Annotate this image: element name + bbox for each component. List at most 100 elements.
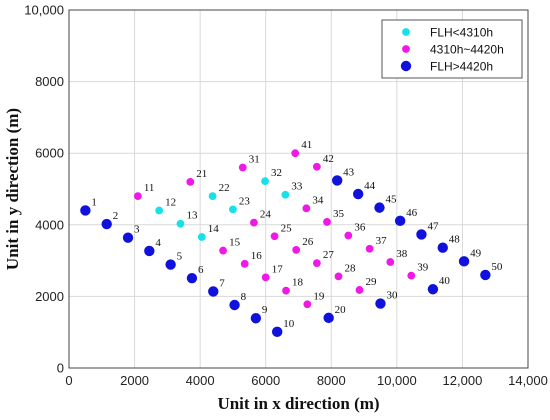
point-label-28: 28 <box>344 262 356 274</box>
point-label-10: 10 <box>283 318 295 330</box>
data-point-11 <box>133 192 142 201</box>
point-label-13: 13 <box>186 210 198 222</box>
y-tick-label: 6000 <box>35 146 64 161</box>
y-tick-label: 4000 <box>35 217 64 232</box>
point-label-22: 22 <box>219 182 230 194</box>
data-point-41 <box>291 149 300 158</box>
point-label-19: 19 <box>313 290 325 302</box>
data-point-46 <box>394 215 406 227</box>
data-point-30 <box>375 298 386 309</box>
data-point-3 <box>122 232 134 243</box>
data-point-42 <box>312 162 321 171</box>
point-label-25: 25 <box>281 222 293 234</box>
point-label-33: 33 <box>291 181 303 193</box>
data-point-37 <box>365 244 374 253</box>
x-tick-label: 10,000 <box>377 373 417 388</box>
point-label-26: 26 <box>302 236 314 248</box>
point-label-46: 46 <box>406 207 418 219</box>
point-label-49: 49 <box>470 247 482 259</box>
data-point-12 <box>155 206 164 215</box>
data-point-7 <box>208 286 219 297</box>
x-tick-label: 4000 <box>186 373 215 388</box>
legend-marker <box>402 28 410 36</box>
data-point-36 <box>344 231 353 240</box>
x-tick-label: 0 <box>65 373 72 388</box>
data-point-20 <box>323 312 334 324</box>
point-label-2: 2 <box>113 210 119 222</box>
point-label-5: 5 <box>177 251 183 263</box>
point-label-50: 50 <box>491 261 503 273</box>
data-point-8 <box>229 299 240 311</box>
point-label-42: 42 <box>323 153 334 165</box>
legend-label: FLH>4420h <box>430 60 493 74</box>
legend-marker <box>400 60 412 72</box>
y-tick-label: 2000 <box>35 289 64 304</box>
data-point-1 <box>80 205 91 216</box>
point-label-8: 8 <box>241 291 247 303</box>
point-label-24: 24 <box>260 209 272 221</box>
data-point-10 <box>271 326 283 338</box>
point-label-14: 14 <box>208 223 220 235</box>
data-point-31 <box>238 163 247 172</box>
data-point-19 <box>303 300 312 309</box>
x-tick-label: 14,000 <box>508 373 548 388</box>
data-point-43 <box>331 175 343 186</box>
y-axis-ticks: 0 2000 4000 6000 8000 10,000 <box>24 3 64 376</box>
data-point-47 <box>416 229 427 240</box>
point-label-37: 37 <box>376 235 388 247</box>
point-label-48: 48 <box>449 234 461 246</box>
point-label-20: 20 <box>335 304 347 316</box>
point-label-29: 29 <box>365 276 377 288</box>
point-label-38: 38 <box>396 248 408 260</box>
point-label-3: 3 <box>134 224 140 236</box>
point-label-9: 9 <box>262 304 268 316</box>
x-tick-label: 8000 <box>317 373 346 388</box>
data-point-45 <box>374 202 385 213</box>
y-axis-title: Unit in y direction (m) <box>3 108 22 270</box>
point-label-36: 36 <box>354 222 366 234</box>
data-point-48 <box>437 242 448 253</box>
plot-frame <box>68 9 529 369</box>
y-tick-label: 10,000 <box>24 3 64 18</box>
y-tick-label: 0 <box>57 361 64 376</box>
data-point-17 <box>261 273 270 282</box>
point-label-31: 31 <box>249 154 260 166</box>
data-point-40 <box>427 284 439 295</box>
point-label-40: 40 <box>439 275 451 287</box>
data-point-38 <box>386 258 395 266</box>
point-label-6: 6 <box>198 264 204 276</box>
point-label-27: 27 <box>323 249 335 261</box>
x-tick-label: 2000 <box>120 373 149 388</box>
point-label-43: 43 <box>343 166 355 178</box>
x-axis-title: Unit in x direction (m) <box>217 394 379 413</box>
data-point-49 <box>458 256 470 267</box>
x-tick-label: 12,000 <box>443 373 483 388</box>
point-label-15: 15 <box>229 237 241 249</box>
point-label-30: 30 <box>386 290 398 302</box>
data-point-5 <box>165 259 176 270</box>
point-label-12: 12 <box>165 196 176 208</box>
legend-label: 4310h~4420h <box>430 43 504 57</box>
point-label-23: 23 <box>239 195 251 207</box>
data-point-25 <box>270 232 279 241</box>
data-point-15 <box>219 246 227 255</box>
x-axis-ticks: 0 2000 4000 6000 8000 10,000 12,000 14,000 <box>65 373 548 388</box>
y-tick-label: 8000 <box>35 74 64 89</box>
data-points <box>80 149 491 338</box>
point-label-7: 7 <box>219 277 225 289</box>
data-point-44 <box>352 188 364 200</box>
data-point-6 <box>186 272 198 284</box>
point-label-17: 17 <box>272 263 284 275</box>
data-point-26 <box>292 245 301 254</box>
data-point-27 <box>312 259 321 268</box>
point-label-44: 44 <box>364 180 376 192</box>
legend-items: FLH<4310h 4310h~4420h FLH>4420h <box>400 26 504 74</box>
point-label-18: 18 <box>292 277 304 289</box>
data-point-14 <box>197 233 206 241</box>
data-point-9 <box>250 313 262 324</box>
point-label-21: 21 <box>196 168 207 180</box>
data-point-23 <box>229 205 237 214</box>
point-label-16: 16 <box>251 250 263 262</box>
